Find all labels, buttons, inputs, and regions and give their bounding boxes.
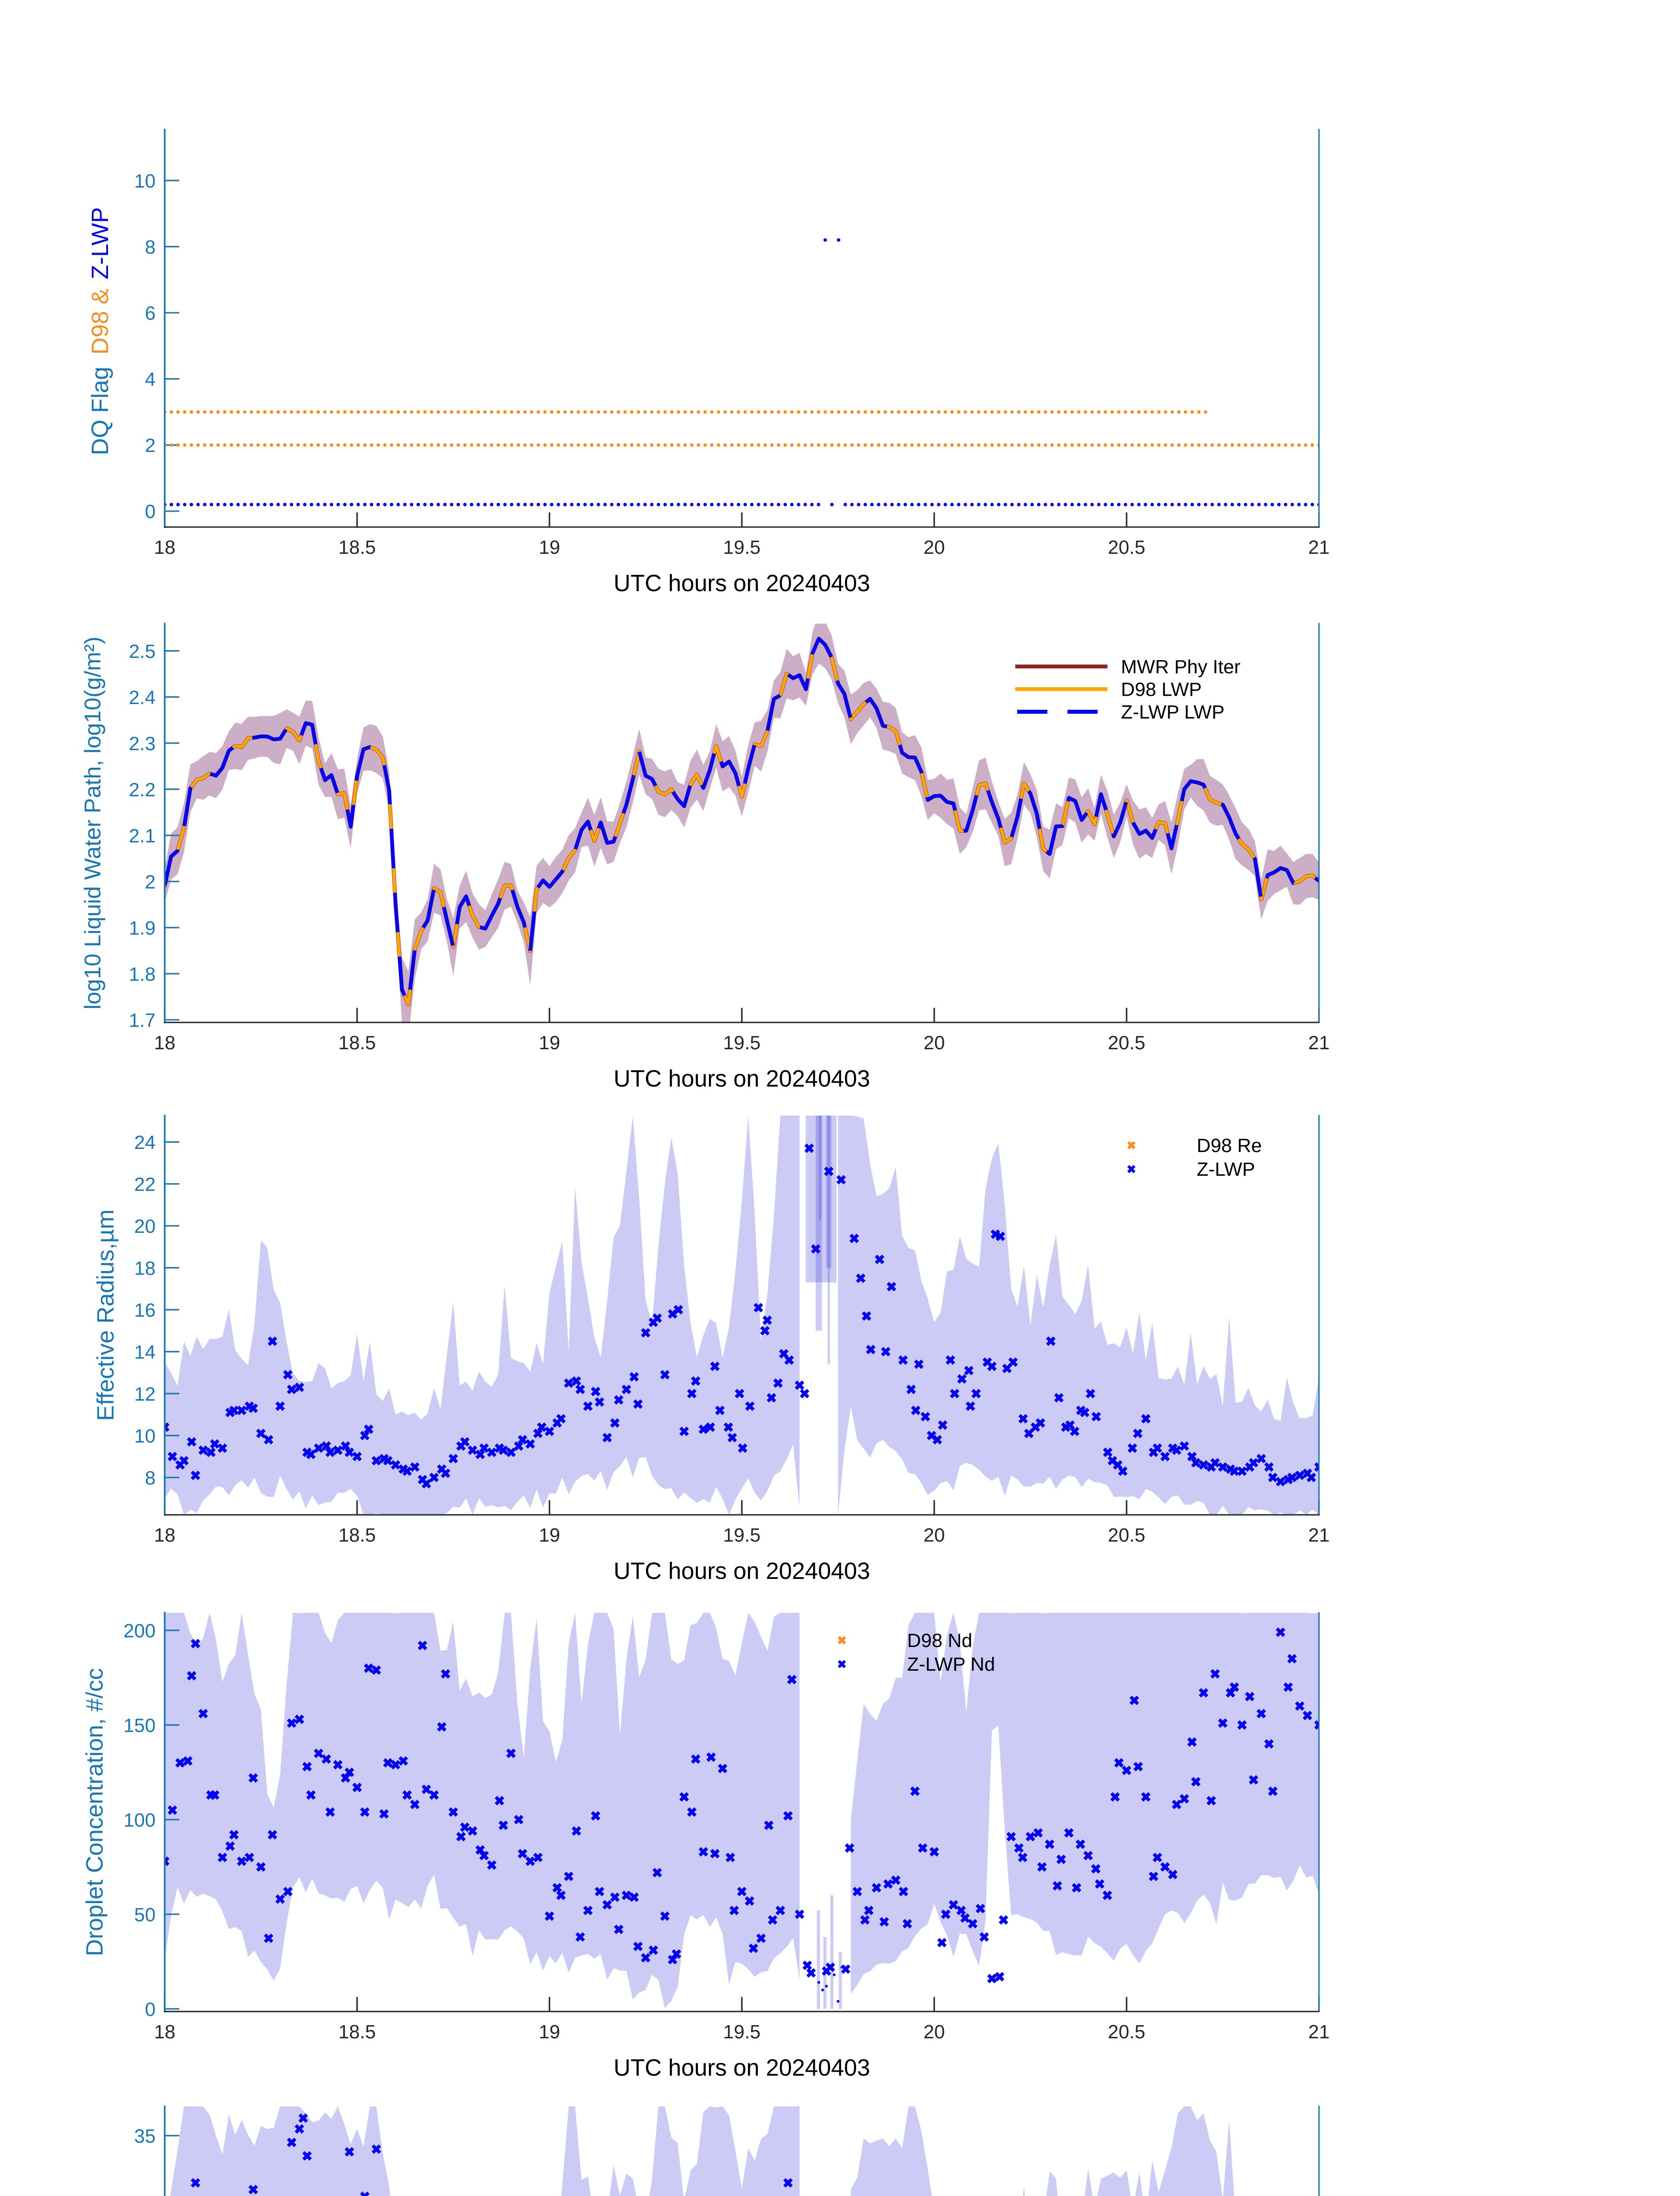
svg-text:6: 6 [145, 303, 155, 324]
svg-text:Z-LWP LWP: Z-LWP LWP [1121, 701, 1225, 723]
svg-text:D98 Re: D98 Re [1197, 1135, 1262, 1156]
svg-text:21: 21 [1308, 2021, 1330, 2043]
svg-text:0: 0 [145, 1999, 155, 2020]
svg-text:2.1: 2.1 [129, 825, 155, 847]
svg-text:12: 12 [134, 1383, 155, 1405]
svg-text:50: 50 [134, 1904, 155, 1925]
svg-text:4: 4 [145, 369, 155, 390]
svg-text:18: 18 [154, 537, 176, 558]
svg-text:18: 18 [154, 2021, 176, 2043]
svg-text:2.4: 2.4 [129, 687, 155, 708]
svg-text:19.5: 19.5 [723, 2021, 760, 2043]
svg-text:20: 20 [924, 2021, 945, 2043]
svg-text:log10 Liquid Water Path, log10: log10 Liquid Water Path, log10(g/m²) [80, 636, 105, 1009]
svg-text:35: 35 [134, 2125, 155, 2147]
svg-text:19: 19 [539, 2021, 560, 2043]
svg-text:20.5: 20.5 [1108, 537, 1145, 558]
svg-text:19.5: 19.5 [723, 1524, 760, 1546]
svg-text:20: 20 [924, 1032, 945, 1054]
svg-text:D98 Nd: D98 Nd [907, 1630, 972, 1651]
svg-text:2.2: 2.2 [129, 779, 155, 801]
svg-text:Z-LWP: Z-LWP [1197, 1159, 1255, 1180]
svg-text:2: 2 [145, 871, 155, 893]
svg-text:1.7: 1.7 [129, 1010, 155, 1031]
svg-text:100: 100 [123, 1810, 155, 1831]
svg-text:UTC hours on 20240403: UTC hours on 20240403 [614, 1066, 870, 1092]
svg-text:14: 14 [134, 1341, 155, 1363]
svg-text:21: 21 [1308, 537, 1330, 558]
svg-text:20: 20 [924, 537, 945, 558]
svg-text:UTC hours on 20240403: UTC hours on 20240403 [614, 571, 870, 596]
svg-text:D98 LWP: D98 LWP [1121, 679, 1202, 700]
svg-text:18.5: 18.5 [338, 2021, 376, 2043]
svg-text:Effective Radius,µm: Effective Radius,µm [93, 1210, 119, 1421]
svg-text:18: 18 [134, 1257, 155, 1279]
svg-text:21: 21 [1308, 1524, 1330, 1546]
svg-text:0: 0 [145, 501, 155, 523]
svg-text:21: 21 [1308, 1032, 1330, 1054]
svg-text:2.5: 2.5 [129, 641, 155, 662]
svg-text:Z-LWP Nd: Z-LWP Nd [907, 1654, 995, 1675]
svg-text:19.5: 19.5 [723, 1032, 760, 1054]
svg-text:UTC hours on 20240403: UTC hours on 20240403 [614, 2055, 870, 2081]
svg-text:10: 10 [134, 1425, 155, 1447]
svg-text:20: 20 [134, 1216, 155, 1237]
svg-text:19: 19 [539, 537, 560, 558]
svg-text:D98 &: D98 & [87, 289, 113, 355]
svg-text:MWR Phy Iter: MWR Phy Iter [1121, 656, 1240, 678]
svg-text:Z-LWP: Z-LWP [87, 207, 113, 279]
svg-text:30: 30 [134, 2193, 155, 2196]
svg-text:18.5: 18.5 [338, 1032, 376, 1054]
svg-text:19: 19 [539, 1524, 560, 1546]
svg-text:1.8: 1.8 [129, 964, 155, 985]
svg-text:16: 16 [134, 1300, 155, 1321]
svg-text:20.5: 20.5 [1108, 1524, 1145, 1546]
svg-text:2.3: 2.3 [129, 733, 155, 755]
svg-text:18.5: 18.5 [338, 1524, 376, 1546]
svg-text:20: 20 [924, 1524, 945, 1546]
svg-text:22: 22 [134, 1174, 155, 1195]
svg-text:20.5: 20.5 [1108, 1032, 1145, 1054]
svg-text:24: 24 [134, 1132, 155, 1153]
svg-text:20.5: 20.5 [1108, 2021, 1145, 2043]
svg-text:2: 2 [145, 435, 155, 456]
svg-text:8: 8 [145, 1467, 155, 1489]
svg-text:150: 150 [123, 1715, 155, 1736]
svg-text:10: 10 [134, 170, 155, 192]
svg-text:Droplet Concentration, #/cc: Droplet Concentration, #/cc [82, 1668, 108, 1956]
svg-text:18: 18 [154, 1524, 176, 1546]
svg-text:1.9: 1.9 [129, 917, 155, 939]
svg-text:8: 8 [145, 236, 155, 258]
svg-text:19: 19 [539, 1032, 560, 1054]
svg-text:UTC hours on 20240403: UTC hours on 20240403 [614, 1558, 870, 1584]
svg-text:18.5: 18.5 [338, 537, 376, 558]
svg-text:19.5: 19.5 [723, 537, 760, 558]
svg-text:DQ Flag: DQ Flag [87, 367, 113, 455]
svg-text:18: 18 [154, 1032, 176, 1054]
svg-text:200: 200 [123, 1620, 155, 1642]
